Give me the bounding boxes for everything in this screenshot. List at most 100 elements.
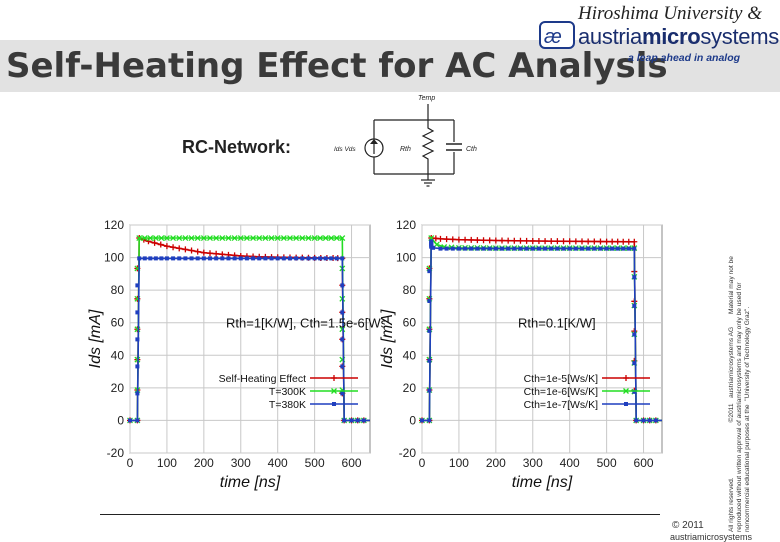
data-point: [142, 256, 147, 261]
data-point: [232, 256, 237, 261]
data-point: [427, 299, 432, 303]
data-point: [623, 388, 629, 394]
data-point: [159, 256, 164, 261]
resistor-icon: [421, 120, 435, 174]
x-tick-label: 400: [268, 456, 288, 470]
data-point: [157, 241, 164, 248]
data-point: [610, 246, 615, 251]
data-point: [170, 235, 177, 241]
self-heating-chart: 0 100 200 300 400 500 600-20020406080100120tim…: [87, 218, 385, 491]
capacitor-label: Cth: [466, 146, 477, 153]
data-point: [231, 235, 238, 241]
data-point: [188, 247, 195, 254]
y-tick-label: 20: [403, 381, 417, 395]
data-point: [486, 237, 493, 244]
data-point: [450, 246, 455, 251]
data-point: [474, 237, 481, 244]
data-point: [623, 375, 629, 381]
data-point: [535, 238, 542, 245]
data-point: [182, 235, 189, 241]
data-point: [427, 358, 432, 363]
data-point: [339, 326, 346, 333]
data-point: [349, 418, 354, 423]
data-point: [427, 388, 432, 393]
data-point: [294, 256, 299, 261]
data-point: [280, 235, 287, 241]
data-point: [177, 256, 182, 261]
data-point: [305, 235, 312, 241]
y-tick-label: 100: [396, 251, 416, 265]
x-tick-label: 600: [634, 456, 654, 470]
y-tick-label: 40: [111, 348, 125, 362]
rights-line: noncommercial educational purposes at th…: [744, 306, 751, 532]
footer-divider: [100, 514, 660, 515]
data-point: [135, 364, 140, 369]
y-tick-label: -20: [107, 446, 125, 460]
data-point: [580, 246, 584, 251]
data-point: [598, 246, 603, 251]
data-point: [200, 249, 207, 256]
data-point: [135, 310, 140, 315]
data-point: [189, 256, 194, 261]
data-point: [631, 238, 638, 245]
x-tick-label: 300: [231, 456, 251, 470]
data-point: [604, 246, 609, 251]
data-point: [632, 303, 637, 308]
data-point: [621, 246, 626, 251]
x-tick-label: 0: [419, 456, 426, 470]
data-point: [626, 246, 631, 251]
data-point: [433, 241, 440, 248]
data-point: [355, 418, 360, 423]
data-point: [183, 256, 188, 261]
data-point: [493, 246, 498, 251]
data-point: [427, 269, 432, 274]
data-point: [226, 256, 231, 261]
data-point: [225, 235, 232, 241]
data-point: [158, 235, 165, 241]
data-point: [170, 244, 177, 251]
data-point: [151, 239, 158, 246]
y-axis-label: Ids [mA]: [379, 309, 396, 368]
data-point: [632, 246, 637, 251]
data-point: [560, 238, 567, 245]
data-point: [500, 246, 504, 251]
data-point: [220, 256, 225, 261]
data-point: [543, 246, 548, 251]
data-point: [141, 235, 148, 241]
y-tick-label: 120: [104, 218, 124, 232]
data-point: [152, 235, 159, 241]
data-point: [572, 238, 579, 245]
data-point: [469, 246, 474, 251]
y-tick-label: 40: [403, 348, 417, 362]
y-tick-label: 20: [111, 381, 125, 395]
data-point: [207, 235, 213, 241]
data-point: [480, 237, 487, 244]
rc-network-label: RC-Network:: [182, 137, 292, 157]
y-tick-label: 80: [403, 283, 417, 297]
y-axis-label: Ids [mA]: [87, 309, 104, 368]
legend-label: Cth=1e-6[Ws/K]: [524, 386, 598, 398]
data-point: [420, 418, 424, 423]
rights-line: reproduced without written approval of a…: [736, 282, 743, 532]
data-point: [135, 337, 140, 342]
data-point: [524, 246, 529, 251]
data-point: [288, 256, 292, 261]
data-point: [620, 238, 627, 245]
legend-label: Self-Heating Effect: [219, 373, 306, 385]
data-point: [171, 256, 176, 261]
data-point: [195, 256, 200, 261]
data-point: [201, 256, 206, 261]
data-point: [542, 238, 549, 245]
data-point: [244, 256, 249, 261]
data-point: [281, 256, 286, 261]
data-point: [317, 235, 324, 241]
data-point: [632, 275, 637, 280]
brand-part: austria: [578, 24, 642, 49]
x-tick-label: 200: [486, 456, 506, 470]
data-point: [624, 402, 628, 406]
data-point: [263, 256, 268, 261]
data-point: [592, 246, 597, 251]
data-point: [340, 337, 345, 342]
y-tick-label: 80: [111, 283, 125, 297]
data-point: [548, 238, 555, 245]
